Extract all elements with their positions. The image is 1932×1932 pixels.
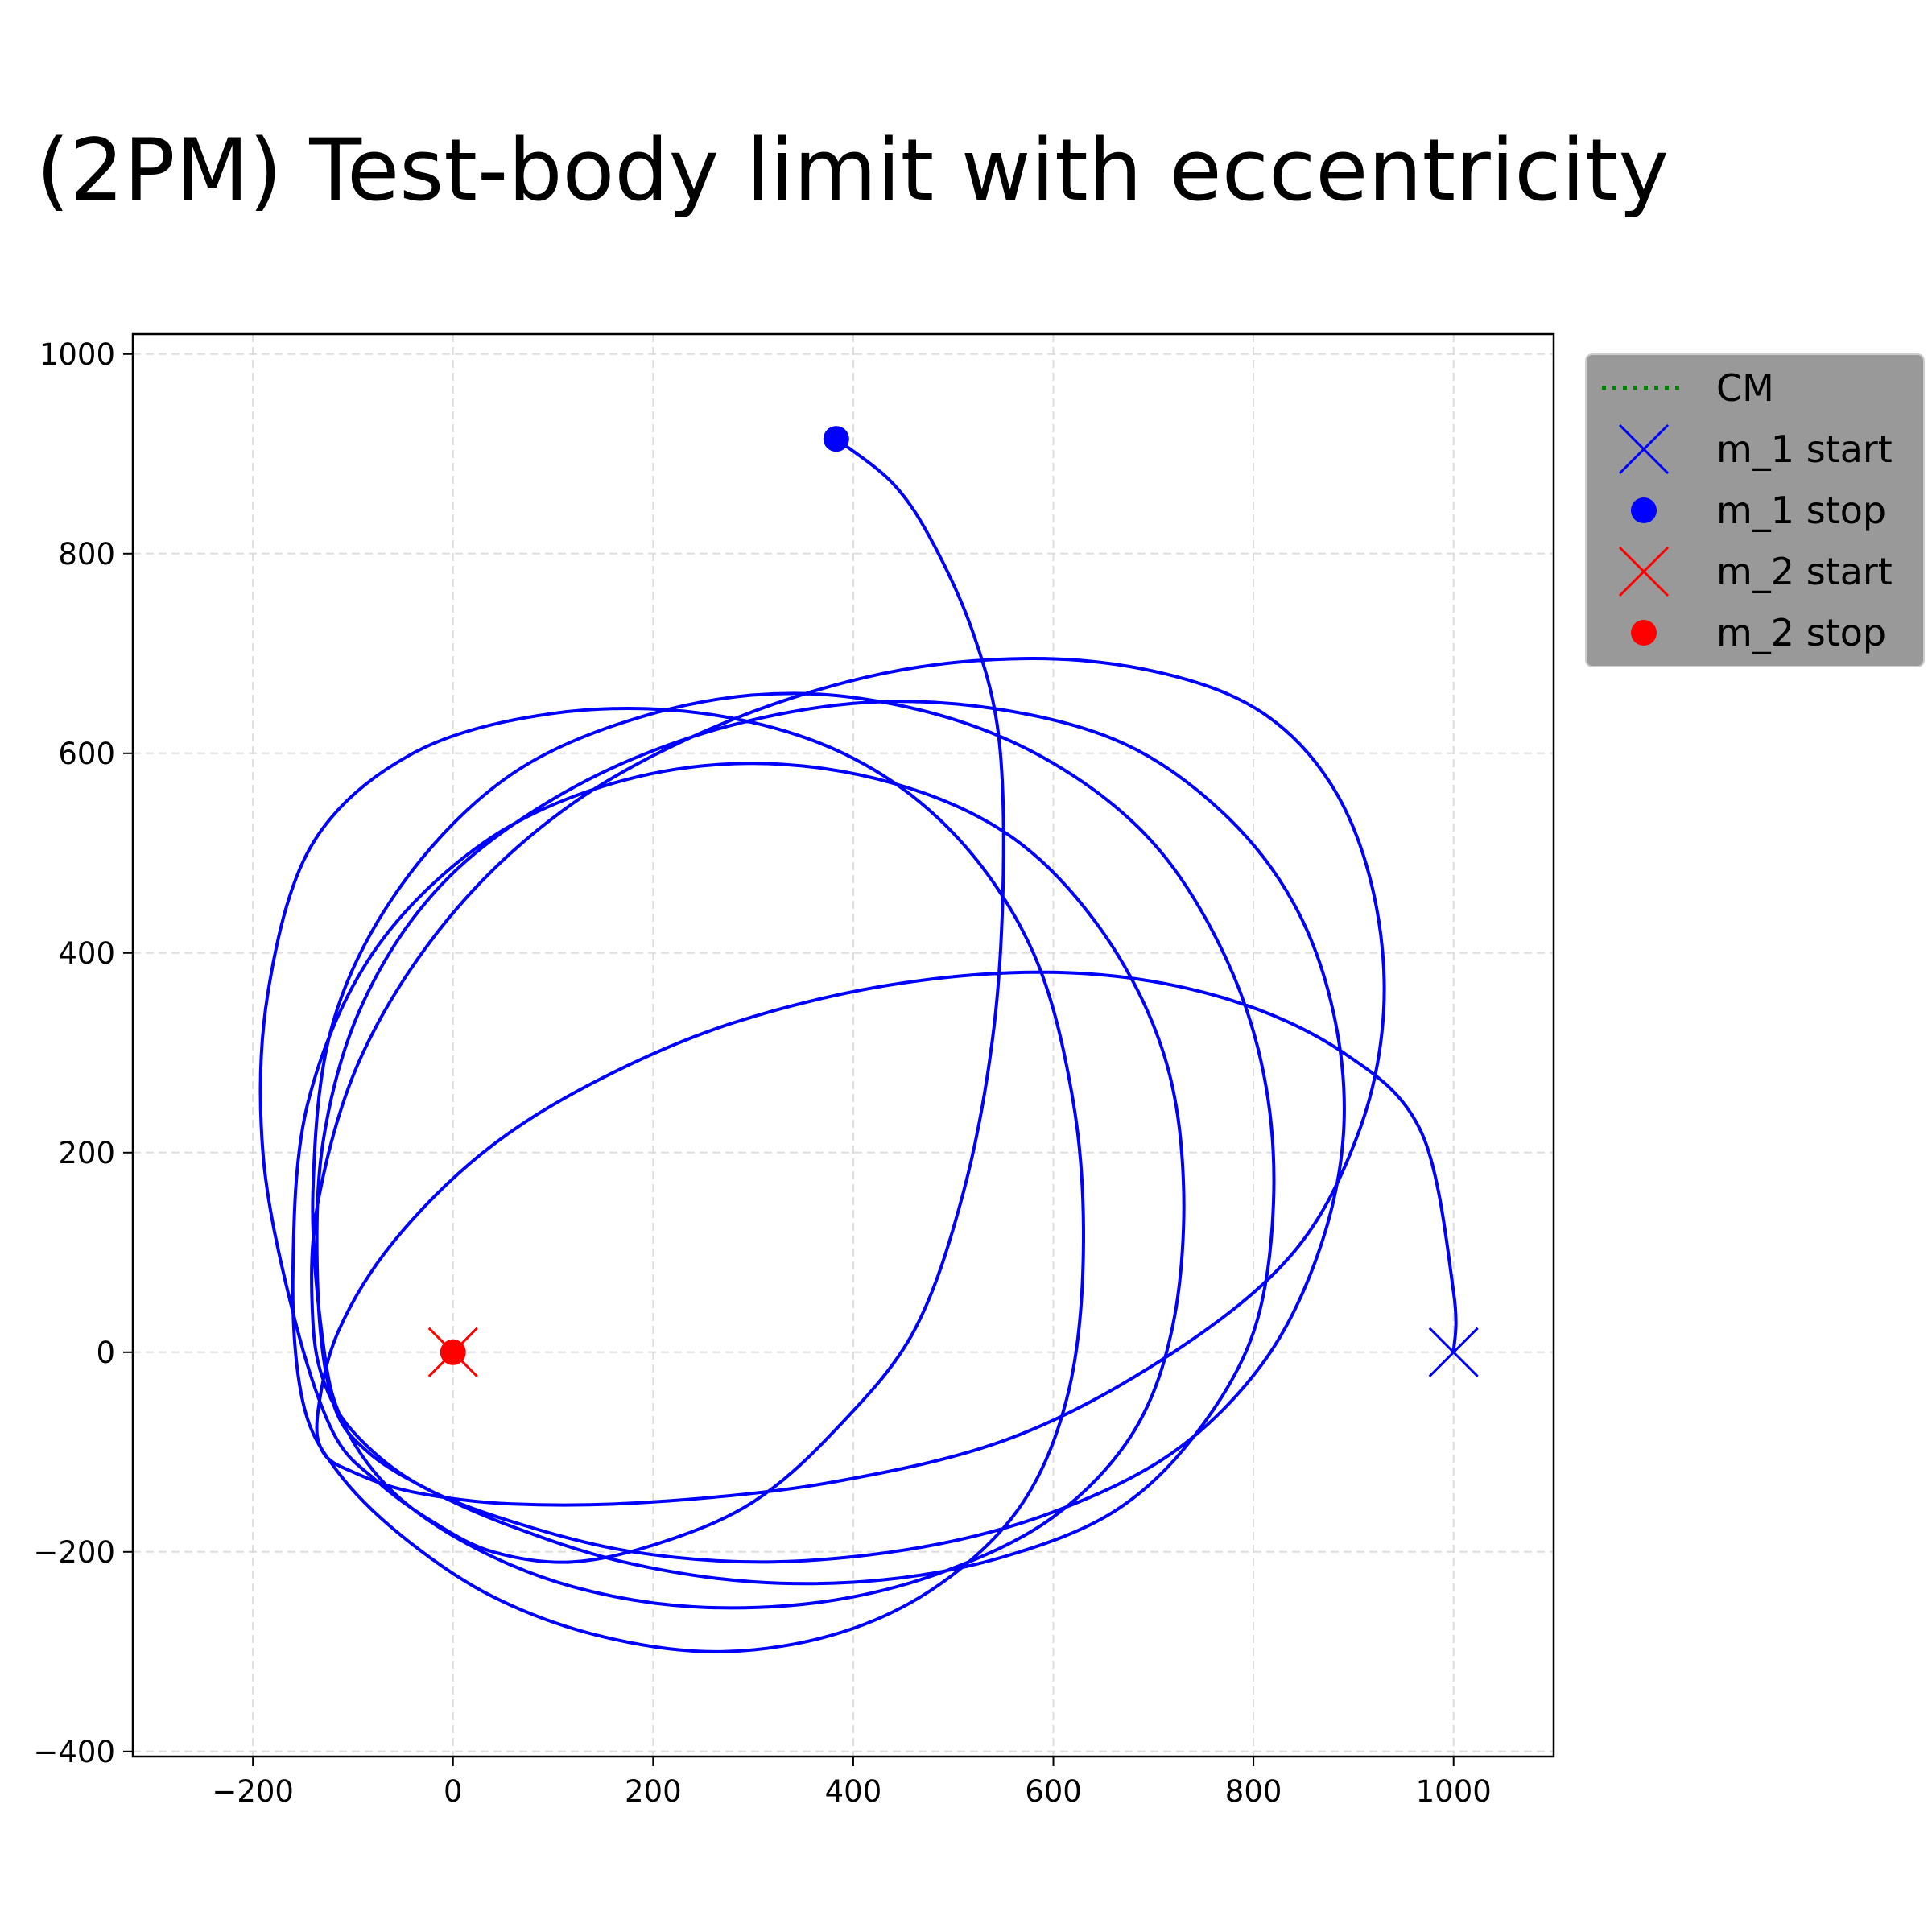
x-tick-label: −200: [212, 1774, 294, 1809]
x-tick-label: 800: [1225, 1774, 1282, 1809]
x-tick-label: 0: [444, 1774, 463, 1809]
m-1-stop-marker: [823, 426, 849, 452]
chart-title: (2PM) Test-body limit with eccentricity: [36, 121, 1670, 220]
legend-m-2-stop-symbol: [1631, 620, 1657, 646]
y-tick-label: 200: [58, 1136, 115, 1170]
tick-layer: −200 0 200 400 600 800 1000 −400 −200 0 200 400 600 8…: [33, 337, 1491, 1809]
m-1-start-marker: [1428, 1327, 1479, 1377]
legend-m-1-start-label: m_1 start: [1716, 427, 1893, 471]
x-tick-label: 200: [625, 1774, 682, 1809]
y-tick-label: 800: [58, 537, 115, 572]
x-tick-label: 1000: [1416, 1774, 1492, 1809]
legend-m-2-start-symbol: [1618, 546, 1670, 597]
legend: CM m_1 start m_1 stop m_2 start m_2 stop: [1585, 353, 1925, 667]
y-tick-label: −200: [33, 1535, 115, 1570]
x-tick-label: 400: [825, 1774, 882, 1809]
m-2-stop-marker: [440, 1339, 466, 1365]
legend-m-1-stop-symbol: [1631, 497, 1657, 523]
legend-cm-label: CM: [1716, 366, 1774, 410]
legend-m-1-stop-label: m_1 stop: [1716, 489, 1886, 532]
x-tick-label: 600: [1025, 1774, 1082, 1809]
legend-box: [1585, 353, 1925, 667]
y-tick-label: −400: [33, 1735, 115, 1769]
y-tick-label: 400: [58, 936, 115, 971]
plot-frame: [131, 332, 1555, 1758]
y-tick-label: 0: [96, 1335, 115, 1370]
legend-m-1-start-symbol: [1618, 423, 1670, 475]
y-tick-label: 1000: [39, 337, 115, 372]
legend-m-2-start-label: m_2 start: [1716, 550, 1893, 593]
legend-m-2-stop-label: m_2 stop: [1716, 611, 1886, 654]
data-layer: [258, 426, 1479, 1653]
y-tick-label: 600: [58, 737, 115, 771]
trajectory-line: [258, 437, 1458, 1653]
